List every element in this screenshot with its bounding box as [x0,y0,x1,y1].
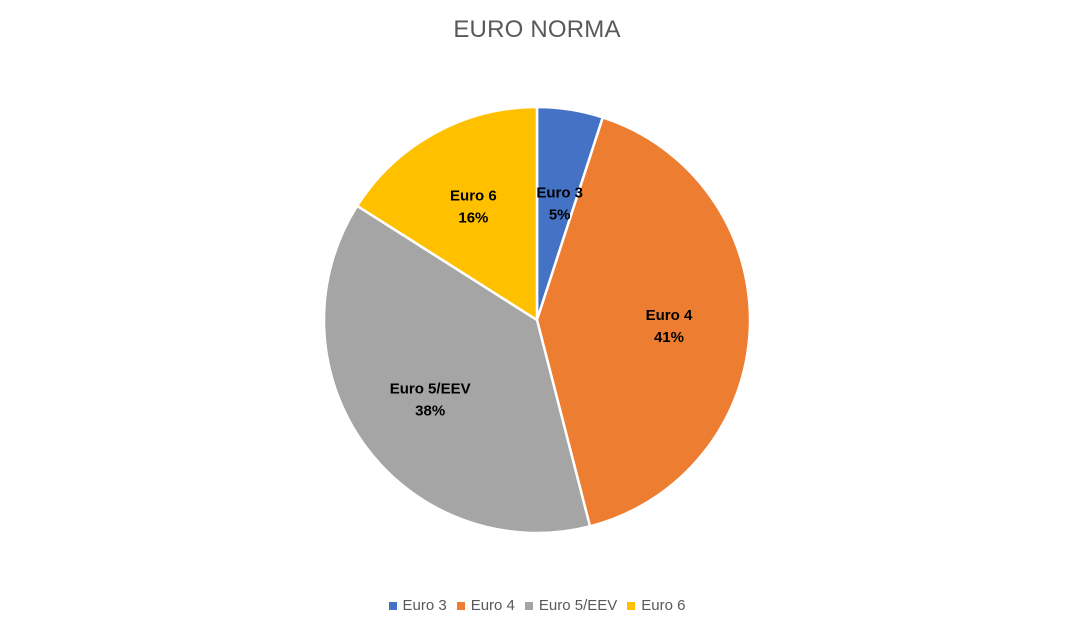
chart-legend: Euro 3 Euro 4 Euro 5/EEV Euro 6 [0,597,1074,614]
pie-slices [322,105,752,535]
legend-swatch [456,601,465,610]
legend-swatch [524,601,533,610]
slice-labels: Euro 3 5% Euro 4 41% Euro 5/EEV 38% Euro 6 16% [390,185,693,420]
legend-label: Euro 3 [402,597,447,614]
legend-label: Euro 5/EEV [538,597,618,614]
data-label-euro-4: Euro 4 41% [646,307,693,346]
pie-slice-euro-4 [535,116,752,528]
legend-swatch [388,601,397,610]
pie-slice-euro-6 [355,105,539,322]
legend-item: Euro 3 [388,597,447,614]
data-label-euro-5-eev: Euro 5/EEV 38% [390,381,471,420]
legend-item: Euro 6 [627,597,686,614]
data-label-euro-3: Euro 3 5% [536,185,583,224]
legend-item: Euro 4 [456,597,515,614]
legend-label: Euro 4 [470,597,515,614]
legend-item: Euro 5/EEV [524,597,618,614]
legend-label: Euro 6 [641,597,686,614]
pie-slice-euro-5-eev [322,204,592,535]
chart-title: EURO NORMA [453,16,621,43]
legend-swatch [627,601,636,610]
data-label-euro-6: Euro 6 16% [450,187,497,226]
